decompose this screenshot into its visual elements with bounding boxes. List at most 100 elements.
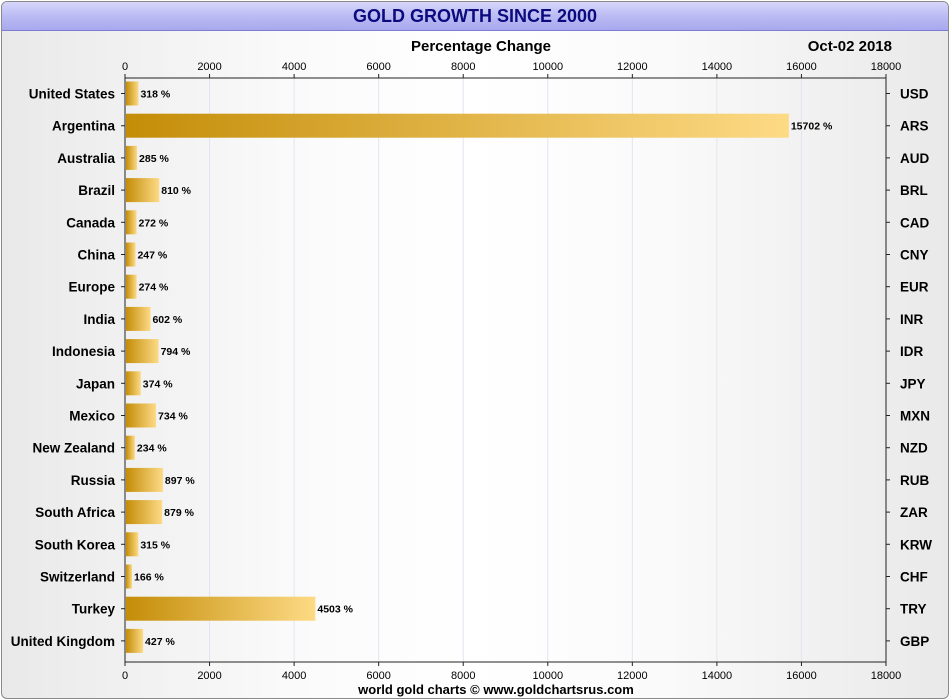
bar-value-label: 427 % — [145, 636, 175, 648]
bar-value-label: 15702 % — [791, 121, 833, 133]
category-label: Turkey — [72, 602, 116, 617]
bar — [126, 564, 133, 589]
bar — [126, 210, 137, 235]
category-labels: United States Argentina Australia Brazil Can… — [11, 87, 116, 649]
bar-value-label: 4503 % — [317, 604, 353, 616]
bar-value-label: 247 % — [137, 250, 167, 262]
currency-label: KRW — [900, 537, 932, 552]
currency-label: IDR — [900, 344, 924, 359]
currency-label: USD — [900, 87, 929, 102]
grid-lines — [209, 78, 802, 662]
currency-label: CNY — [900, 248, 929, 263]
bar-value-label: 602 % — [152, 314, 182, 326]
tick-label-top: 8000 — [451, 61, 475, 73]
currency-label: CHF — [900, 570, 928, 585]
currency-label: MXN — [900, 409, 930, 424]
bar — [126, 178, 160, 203]
chart-footer: world gold charts © www.goldchartsrus.co… — [357, 682, 634, 697]
currency-label: CAD — [900, 215, 929, 230]
currency-label: BRL — [900, 183, 928, 198]
bar-value-label: 374 % — [143, 378, 173, 390]
tick-label-bottom: 2000 — [197, 670, 221, 682]
bar-value-label: 318 % — [140, 89, 170, 101]
category-label: Russia — [71, 473, 116, 488]
value-labels: 318 % 15702 % 285 % 810 % 272 % 247 % 274 % 602… — [134, 89, 833, 648]
tick-label-top: 16000 — [786, 61, 817, 73]
currency-label: EUR — [900, 280, 929, 295]
tick-label-top: 18000 — [871, 61, 902, 73]
tick-label-bottom: 6000 — [366, 670, 390, 682]
bar — [126, 435, 135, 460]
tick-label-bottom: 12000 — [617, 670, 648, 682]
bar — [126, 371, 141, 396]
currency-label: ARS — [900, 119, 929, 134]
tick-label-top: 4000 — [282, 61, 306, 73]
tick-label-top: 2000 — [197, 61, 221, 73]
bar-value-label: 166 % — [134, 572, 164, 584]
tick-label-bottom: 10000 — [532, 670, 563, 682]
bar — [126, 339, 159, 364]
tick-label-bottom: 18000 — [871, 670, 902, 682]
category-label: Argentina — [52, 119, 115, 134]
currency-label: JPY — [900, 376, 926, 391]
bar-value-label: 272 % — [138, 217, 168, 229]
bar-value-label: 315 % — [140, 539, 170, 551]
tick-label-bottom: 16000 — [786, 670, 817, 682]
category-label: Switzerland — [40, 570, 115, 585]
tick-label-top: 14000 — [702, 61, 733, 73]
bar — [126, 532, 139, 557]
category-label: India — [83, 312, 115, 327]
bar — [126, 81, 139, 106]
category-label: United States — [29, 87, 115, 102]
category-label: South Africa — [35, 505, 115, 520]
currency-label: ZAR — [900, 505, 928, 520]
bar — [126, 628, 144, 653]
chart-date: Oct-02 2018 — [808, 38, 892, 55]
currency-label: INR — [900, 312, 924, 327]
currency-label: AUD — [900, 151, 929, 166]
currency-label: RUB — [900, 473, 929, 488]
bar-value-label: 897 % — [165, 475, 195, 487]
bar — [126, 242, 136, 267]
category-label: China — [77, 248, 115, 263]
axis-ticks: 0 0 2000 2000 4000 4000 6000 6000 8000 8000 10000 1… — [121, 61, 901, 682]
bar-value-label: 879 % — [164, 507, 194, 519]
bar-value-label: 734 % — [158, 411, 188, 423]
category-label: New Zealand — [32, 441, 115, 456]
currency-label: TRY — [900, 602, 927, 617]
chart-subtitle: Percentage Change — [411, 38, 551, 55]
category-label: Australia — [57, 151, 115, 166]
tick-label-bottom: 8000 — [451, 670, 475, 682]
bar — [126, 500, 163, 525]
bar-value-label: 810 % — [161, 185, 191, 197]
bar-value-label: 234 % — [137, 443, 167, 455]
currency-labels: USD ARS AUD BRL CAD CNY EUR INR IDR JPY MXN NZD RUB Z… — [900, 87, 932, 649]
category-label: Canada — [66, 215, 115, 230]
category-label: United Kingdom — [11, 634, 115, 649]
tick-label-top: 10000 — [532, 61, 563, 73]
tick-label-bottom: 14000 — [702, 670, 733, 682]
bar — [126, 596, 316, 621]
category-label: Indonesia — [52, 344, 116, 359]
bar-value-label: 285 % — [139, 153, 169, 165]
currency-label: GBP — [900, 634, 929, 649]
bar — [126, 274, 137, 299]
category-label: Japan — [76, 376, 115, 391]
tick-label-bottom: 0 — [122, 670, 128, 682]
bar-value-label: 794 % — [161, 346, 191, 358]
category-label: Europe — [68, 280, 115, 295]
currency-label: NZD — [900, 441, 928, 456]
category-label: Brazil — [78, 183, 115, 198]
category-label: Mexico — [69, 409, 115, 424]
tick-label-top: 6000 — [366, 61, 390, 73]
chart-title: GOLD GROWTH SINCE 2000 — [2, 2, 948, 31]
bar-value-label: 274 % — [139, 282, 169, 294]
bar — [126, 467, 163, 492]
tick-label-top: 0 — [122, 61, 128, 73]
bar — [126, 403, 157, 428]
category-label: South Korea — [35, 537, 116, 552]
tick-label-top: 12000 — [617, 61, 648, 73]
plot-area-border — [124, 77, 887, 663]
